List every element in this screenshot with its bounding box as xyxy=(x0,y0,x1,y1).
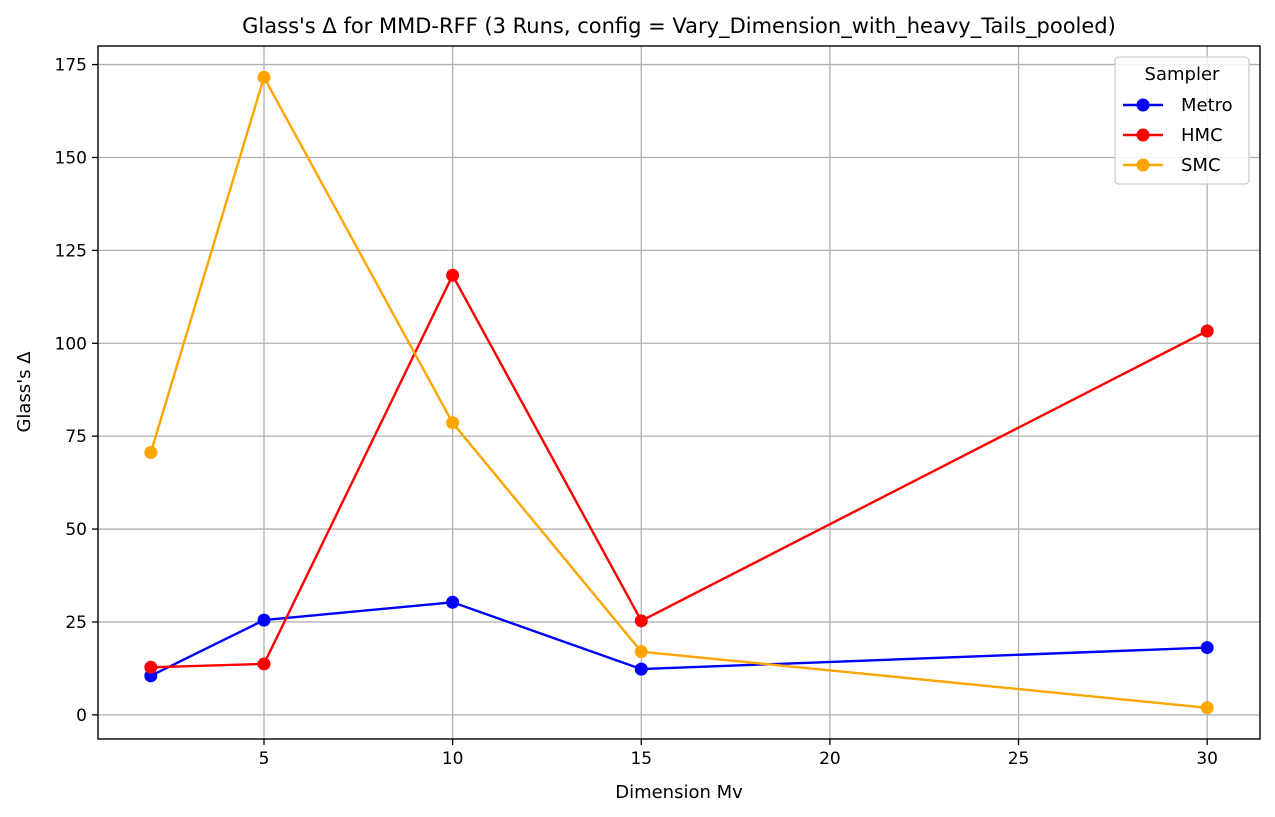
series-hmc xyxy=(144,268,1214,674)
y-tick-label: 25 xyxy=(65,613,87,633)
legend-item-hmc: HMC xyxy=(1123,125,1223,146)
series-metro xyxy=(144,595,1214,683)
data-point-smc xyxy=(1200,701,1214,715)
y-tick-label: 125 xyxy=(55,241,87,261)
data-point-hmc xyxy=(144,660,158,674)
series-layer xyxy=(144,70,1214,715)
series-smc xyxy=(144,70,1214,715)
legend-items: Metro HMC SMC xyxy=(1123,95,1233,176)
legend-label-hmc: HMC xyxy=(1181,125,1223,146)
data-point-hmc xyxy=(446,268,460,282)
x-tick-label: 10 xyxy=(442,749,464,769)
series-line-metro xyxy=(150,601,1208,677)
legend-item-metro: Metro xyxy=(1123,95,1233,116)
data-point-hmc xyxy=(1200,324,1214,338)
legend-marker-metro xyxy=(1136,98,1150,112)
legend-item-smc: SMC xyxy=(1123,155,1221,176)
x-tick-label: 5 xyxy=(259,749,270,769)
y-tick-label: 50 xyxy=(65,520,87,540)
y-axis-label: Glass's Δ xyxy=(14,351,35,433)
y-tick-label: 0 xyxy=(76,706,87,726)
chart-title: Glass's Δ for MMD-RFF (3 Runs, config = … xyxy=(242,14,1116,39)
series-line-hmc xyxy=(150,274,1208,669)
legend-box xyxy=(1114,56,1250,185)
y-tick-label: 150 xyxy=(55,148,87,168)
data-point-metro xyxy=(257,613,271,627)
x-axis-label: Dimension Mv xyxy=(615,782,743,803)
legend-marker-smc xyxy=(1136,158,1150,172)
data-point-metro xyxy=(634,662,648,676)
legend-label-metro: Metro xyxy=(1181,95,1233,116)
legend-title: Sampler xyxy=(1145,64,1220,85)
data-point-metro xyxy=(446,595,460,609)
data-point-smc xyxy=(257,70,271,84)
data-point-smc xyxy=(144,446,158,460)
data-point-hmc xyxy=(257,657,271,671)
x-tick-label: 25 xyxy=(1008,749,1030,769)
data-point-metro xyxy=(1200,641,1214,655)
series-line-smc xyxy=(149,75,1208,709)
x-tick-label: 20 xyxy=(819,749,841,769)
legend-marker-hmc xyxy=(1136,128,1150,142)
x-tick-label: 30 xyxy=(1196,749,1218,769)
data-point-hmc xyxy=(634,614,648,628)
axis-ticks: 5 10 15 20 25 30 0 25 50 75 100 125 150 175 xyxy=(55,56,1218,769)
legend: Sampler Metro HMC SMC xyxy=(1114,56,1250,185)
plot-frame xyxy=(97,45,1261,740)
y-tick-label: 75 xyxy=(65,427,87,447)
y-tick-label: 175 xyxy=(55,56,87,76)
x-tick-label: 15 xyxy=(630,749,652,769)
data-point-smc xyxy=(634,645,648,659)
y-tick-label: 100 xyxy=(55,334,87,354)
data-point-smc xyxy=(446,416,460,430)
legend-label-smc: SMC xyxy=(1181,155,1221,176)
